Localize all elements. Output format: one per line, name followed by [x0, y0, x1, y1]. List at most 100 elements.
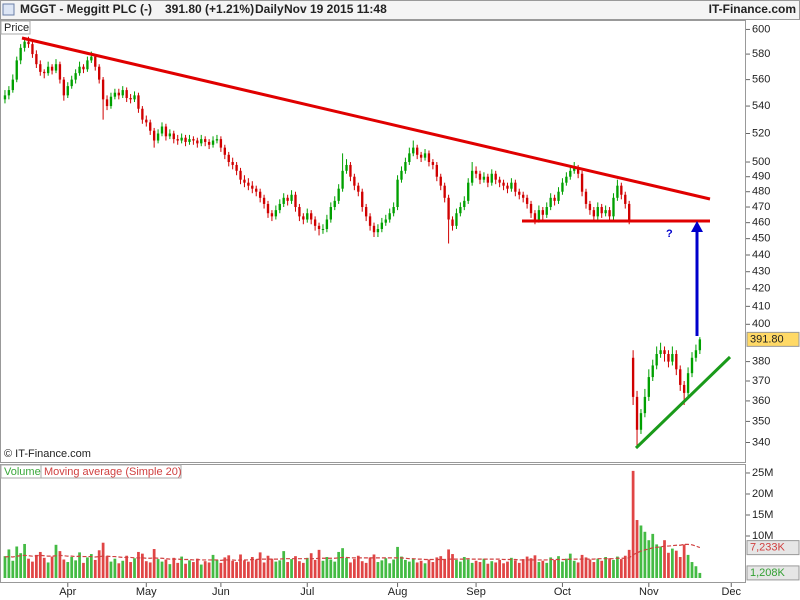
volume-bar: [588, 559, 592, 578]
volume-bar: [478, 562, 482, 578]
volume-bar: [486, 563, 490, 578]
volume-bar: [678, 556, 682, 578]
volume-bar: [533, 555, 537, 578]
volume-bar: [266, 555, 270, 578]
volume-bar: [121, 560, 125, 578]
candle-body: [270, 213, 274, 217]
volume-bar: [564, 558, 568, 578]
candle-body: [255, 188, 258, 192]
volume-bar: [494, 562, 498, 578]
candle-body: [541, 210, 544, 215]
candle-body: [694, 350, 698, 358]
candle-body: [90, 56, 93, 61]
candle-body: [211, 140, 215, 145]
candle-body: [227, 154, 230, 163]
candle-body: [310, 213, 313, 220]
candle-body: [235, 164, 238, 171]
y-tick-label: 10M: [752, 530, 773, 542]
volume-bar: [623, 555, 627, 578]
volume-bar: [313, 559, 317, 578]
candle-body: [207, 141, 211, 145]
volume-bar: [482, 558, 486, 578]
volume-bar: [352, 559, 356, 578]
annotation: ?: [666, 228, 673, 240]
candle-body: [337, 188, 340, 201]
candle-body: [616, 185, 619, 198]
header-icon[interactable]: [2, 3, 15, 16]
candle-body: [533, 213, 537, 220]
candle-body: [27, 41, 30, 45]
candle-body: [294, 194, 297, 208]
volume-bar: [215, 559, 219, 578]
candle-body: [384, 219, 387, 223]
volume-bar: [74, 560, 78, 578]
volume-bar: [239, 554, 242, 578]
volume-bar: [270, 558, 274, 578]
candle-body: [561, 182, 564, 192]
candle-body: [200, 139, 203, 144]
volume-bar: [129, 562, 132, 578]
x-tick-label: Jun: [212, 586, 230, 598]
candle-body: [502, 182, 505, 186]
x-tick-label: Jul: [300, 586, 314, 598]
volume-bar: [513, 560, 517, 578]
y-tick-label: 520: [752, 127, 770, 139]
volume-bar: [670, 548, 674, 578]
candle-body: [412, 147, 415, 154]
volume-label: 7,233K: [750, 542, 786, 554]
candle-body: [376, 229, 380, 233]
volume-bar: [254, 559, 258, 578]
candle-body: [404, 162, 407, 171]
candle-body: [659, 350, 662, 354]
volume-bar: [333, 561, 337, 578]
y-tick-label: 15M: [752, 509, 773, 521]
candle-body: [431, 162, 435, 165]
candle-body: [682, 384, 686, 393]
candle-body: [278, 203, 281, 211]
candle-body: [459, 207, 462, 214]
candle-body: [357, 185, 360, 192]
candle-body: [317, 225, 321, 230]
candle-body: [537, 210, 541, 220]
candle-body: [388, 213, 391, 220]
volume-bar: [372, 554, 376, 578]
volume-bar: [286, 562, 290, 578]
volume-bar: [447, 549, 450, 578]
y-tick-label: 440: [752, 249, 770, 261]
downtrend-line: [21, 36, 711, 201]
price-label: 391.80: [750, 333, 784, 345]
volume-bar: [109, 561, 113, 578]
candle-body: [133, 95, 136, 100]
volume-bar: [561, 561, 564, 578]
y-tick-label: 20M: [752, 488, 773, 500]
volume-bar: [400, 556, 403, 578]
candle-body: [451, 219, 454, 226]
candle-body: [443, 185, 446, 198]
candle-body: [333, 200, 336, 208]
volume-bar: [470, 562, 474, 578]
y-tick-label: 25M: [752, 467, 773, 479]
volume-bar: [415, 562, 419, 578]
volume-bar: [631, 470, 635, 578]
price-legend-box: [0, 20, 31, 35]
volume-bar: [647, 540, 651, 578]
candle-body: [172, 133, 175, 140]
period: Daily: [255, 2, 284, 16]
volume-bar: [133, 558, 136, 578]
volume-bar: [152, 549, 156, 578]
source: IT-Finance.com: [709, 2, 796, 16]
volume-bar: [663, 540, 666, 578]
volume-bar: [184, 563, 187, 578]
volume-bar: [616, 556, 619, 578]
volume-bar: [384, 558, 388, 578]
candle-body: [94, 56, 97, 67]
volume-bar: [156, 559, 160, 578]
moving-average: [4, 543, 701, 561]
volume-bar: [643, 531, 647, 578]
volume-bar: [376, 562, 380, 578]
volume-bar: [89, 554, 93, 578]
candle-body: [608, 210, 611, 217]
volume-bar: [604, 556, 608, 578]
candle-body: [576, 167, 580, 174]
volume-bar: [34, 554, 38, 578]
